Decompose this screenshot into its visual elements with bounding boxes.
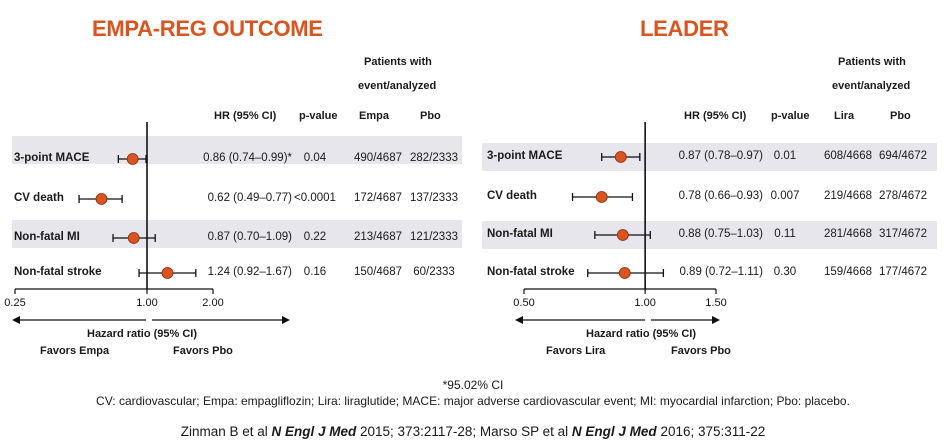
- left-tick-label-1: 1.00: [136, 297, 157, 309]
- right-row-shade-3: [482, 221, 937, 249]
- right-row-shade-1: [482, 143, 937, 171]
- right-arrow-right-head: [712, 316, 720, 324]
- left-row-hr: 0.62 (0.49–0.77): [207, 192, 292, 204]
- left-tick-label-2: 2.00: [202, 297, 223, 309]
- reference-part1: Zinman B et al: [180, 424, 272, 439]
- left-row-p: 0.04: [303, 152, 327, 164]
- right-hr-point: [614, 151, 627, 163]
- left-row-group-a: 150/4687: [354, 266, 402, 278]
- right-row-label: Non-fatal stroke: [487, 266, 575, 278]
- left-row-group-a: 490/4687: [354, 152, 402, 164]
- left-arrow-right-head: [282, 316, 290, 324]
- left-hr-point: [127, 232, 140, 244]
- right-row-p: 0.007: [770, 190, 800, 202]
- left-header-group-line2: event/analyzed: [358, 80, 437, 92]
- left-row-p: 0.22: [303, 231, 327, 243]
- right-col-group-a: Lira: [834, 110, 855, 122]
- right-row-group-a: 608/4668: [824, 150, 872, 162]
- right-row-group-a: 281/4668: [824, 228, 872, 240]
- right-row-p: 0.01: [773, 150, 797, 162]
- right-row-label: Non-fatal MI: [487, 228, 553, 240]
- left-row-hr: 0.86 (0.74–0.99)*: [203, 152, 292, 164]
- right-row-group-a: 219/4668: [824, 190, 872, 202]
- left-row-group-b: 282/2333: [410, 152, 458, 164]
- reference-journal2: N Engl J Med: [571, 424, 657, 439]
- right-axis-title: Hazard ratio (95% CI): [586, 328, 697, 340]
- left-row-label: 3-point MACE: [14, 152, 90, 164]
- right-header-group-line2: event/analyzed: [832, 80, 911, 92]
- right-tick-label-2: 1.50: [705, 297, 726, 309]
- right-arrow-left-head: [515, 316, 523, 324]
- right-row-hr: 0.87 (0.78–0.97): [678, 150, 763, 162]
- left-row-hr: 0.87 (0.70–1.09): [207, 231, 292, 243]
- right-favors-right: Favors Pbo: [671, 345, 731, 357]
- right-col-p: p-value: [771, 110, 810, 122]
- right-favors-left: Favors Lira: [546, 345, 606, 357]
- left-favors-right: Favors Pbo: [173, 345, 233, 357]
- left-row-group-b: 121/2333: [410, 231, 458, 243]
- left-row-group-b: 137/2333: [410, 192, 458, 204]
- left-favors-left: Favors Empa: [40, 345, 110, 357]
- left-chart-title: EMPA-REG OUTCOME: [92, 16, 323, 41]
- right-row-p: 0.30: [773, 266, 797, 278]
- right-tick-label-0: 0.50: [513, 297, 534, 309]
- left-arrow-left-head: [12, 316, 20, 324]
- right-hr-point: [618, 267, 631, 279]
- left-row-p: 0.16: [303, 266, 327, 278]
- footnote-asterisk: *95.02% CI: [442, 378, 504, 392]
- right-row-p: 0.11: [774, 228, 796, 240]
- right-row-hr: 0.88 (0.75–1.03): [678, 228, 763, 240]
- left-row-shade-3: [12, 220, 462, 248]
- left-row-label: Non-fatal stroke: [14, 266, 102, 278]
- right-row-group-b: 278/4672: [879, 190, 927, 202]
- left-axis-title: Hazard ratio (95% CI): [87, 328, 198, 340]
- left-hr-point: [95, 193, 108, 205]
- footnote-abbreviations: CV: cardiovascular; Empa: empagliflozin;…: [96, 394, 850, 408]
- left-col-group-b: Pbo: [420, 110, 441, 122]
- right-hr-point: [595, 191, 608, 203]
- left-row-shade-1: [12, 136, 462, 164]
- right-hr-point: [616, 229, 629, 241]
- right-row-hr: 0.89 (0.72–1.11): [679, 266, 763, 278]
- right-row-label: 3-point MACE: [487, 150, 563, 162]
- right-col-hr: HR (95% CI): [684, 110, 747, 122]
- right-row-group-b: 694/4672: [879, 150, 927, 162]
- left-row-hr: 1.24 (0.92–1.67): [207, 266, 292, 278]
- right-tick-label-1: 1.00: [634, 297, 655, 309]
- right-row-label: CV death: [487, 190, 537, 202]
- left-col-p: p-value: [299, 110, 338, 122]
- right-col-group-b: Pbo: [890, 110, 911, 122]
- reference-journal1: N Engl J Med: [271, 424, 357, 439]
- reference-part2: 2015; 373:2117-28; Marso SP et al: [356, 424, 572, 439]
- left-hr-point: [161, 267, 174, 279]
- right-chart-title: LEADER: [640, 16, 729, 41]
- right-row-group-b: 177/4672: [879, 266, 927, 278]
- left-row-group-a: 213/4687: [354, 231, 402, 243]
- right-row-group-a: 159/4668: [824, 266, 872, 278]
- reference-part3: 2016; 375:311-22: [656, 424, 766, 439]
- right-row-group-b: 317/4672: [879, 228, 927, 240]
- left-row-group-a: 172/4687: [354, 192, 402, 204]
- left-row-label: Non-fatal MI: [14, 231, 80, 243]
- left-tick-label-0: 0.25: [4, 297, 25, 309]
- right-header-group-line1: Patients with: [838, 56, 906, 68]
- left-header-group-line1: Patients with: [364, 56, 432, 68]
- left-col-group-a: Empa: [359, 110, 389, 122]
- left-row-group-b: 60/2333: [413, 266, 455, 278]
- left-hr-point: [126, 153, 139, 165]
- left-row-p: <0.0001: [294, 192, 336, 204]
- right-row-hr: 0.78 (0.66–0.93): [678, 190, 763, 202]
- left-col-hr: HR (95% CI): [214, 110, 277, 122]
- left-row-label: CV death: [14, 192, 64, 204]
- reference-line: Zinman B et al N Engl J Med 2015; 373:21…: [0, 424, 946, 439]
